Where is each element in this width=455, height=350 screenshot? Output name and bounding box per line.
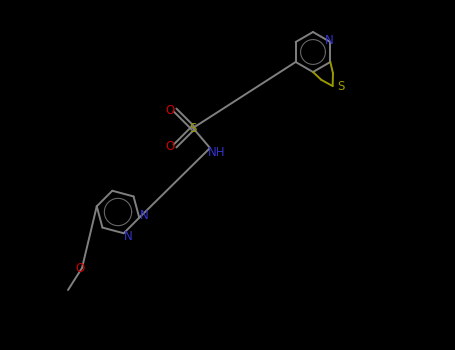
- Text: N: N: [140, 209, 149, 222]
- Text: O: O: [165, 140, 175, 153]
- Text: N: N: [124, 230, 133, 243]
- Text: O: O: [76, 261, 85, 274]
- Text: S: S: [337, 79, 344, 92]
- Text: S: S: [189, 121, 197, 134]
- Text: O: O: [165, 104, 175, 117]
- Text: N: N: [325, 35, 334, 48]
- Text: NH: NH: [208, 146, 226, 159]
